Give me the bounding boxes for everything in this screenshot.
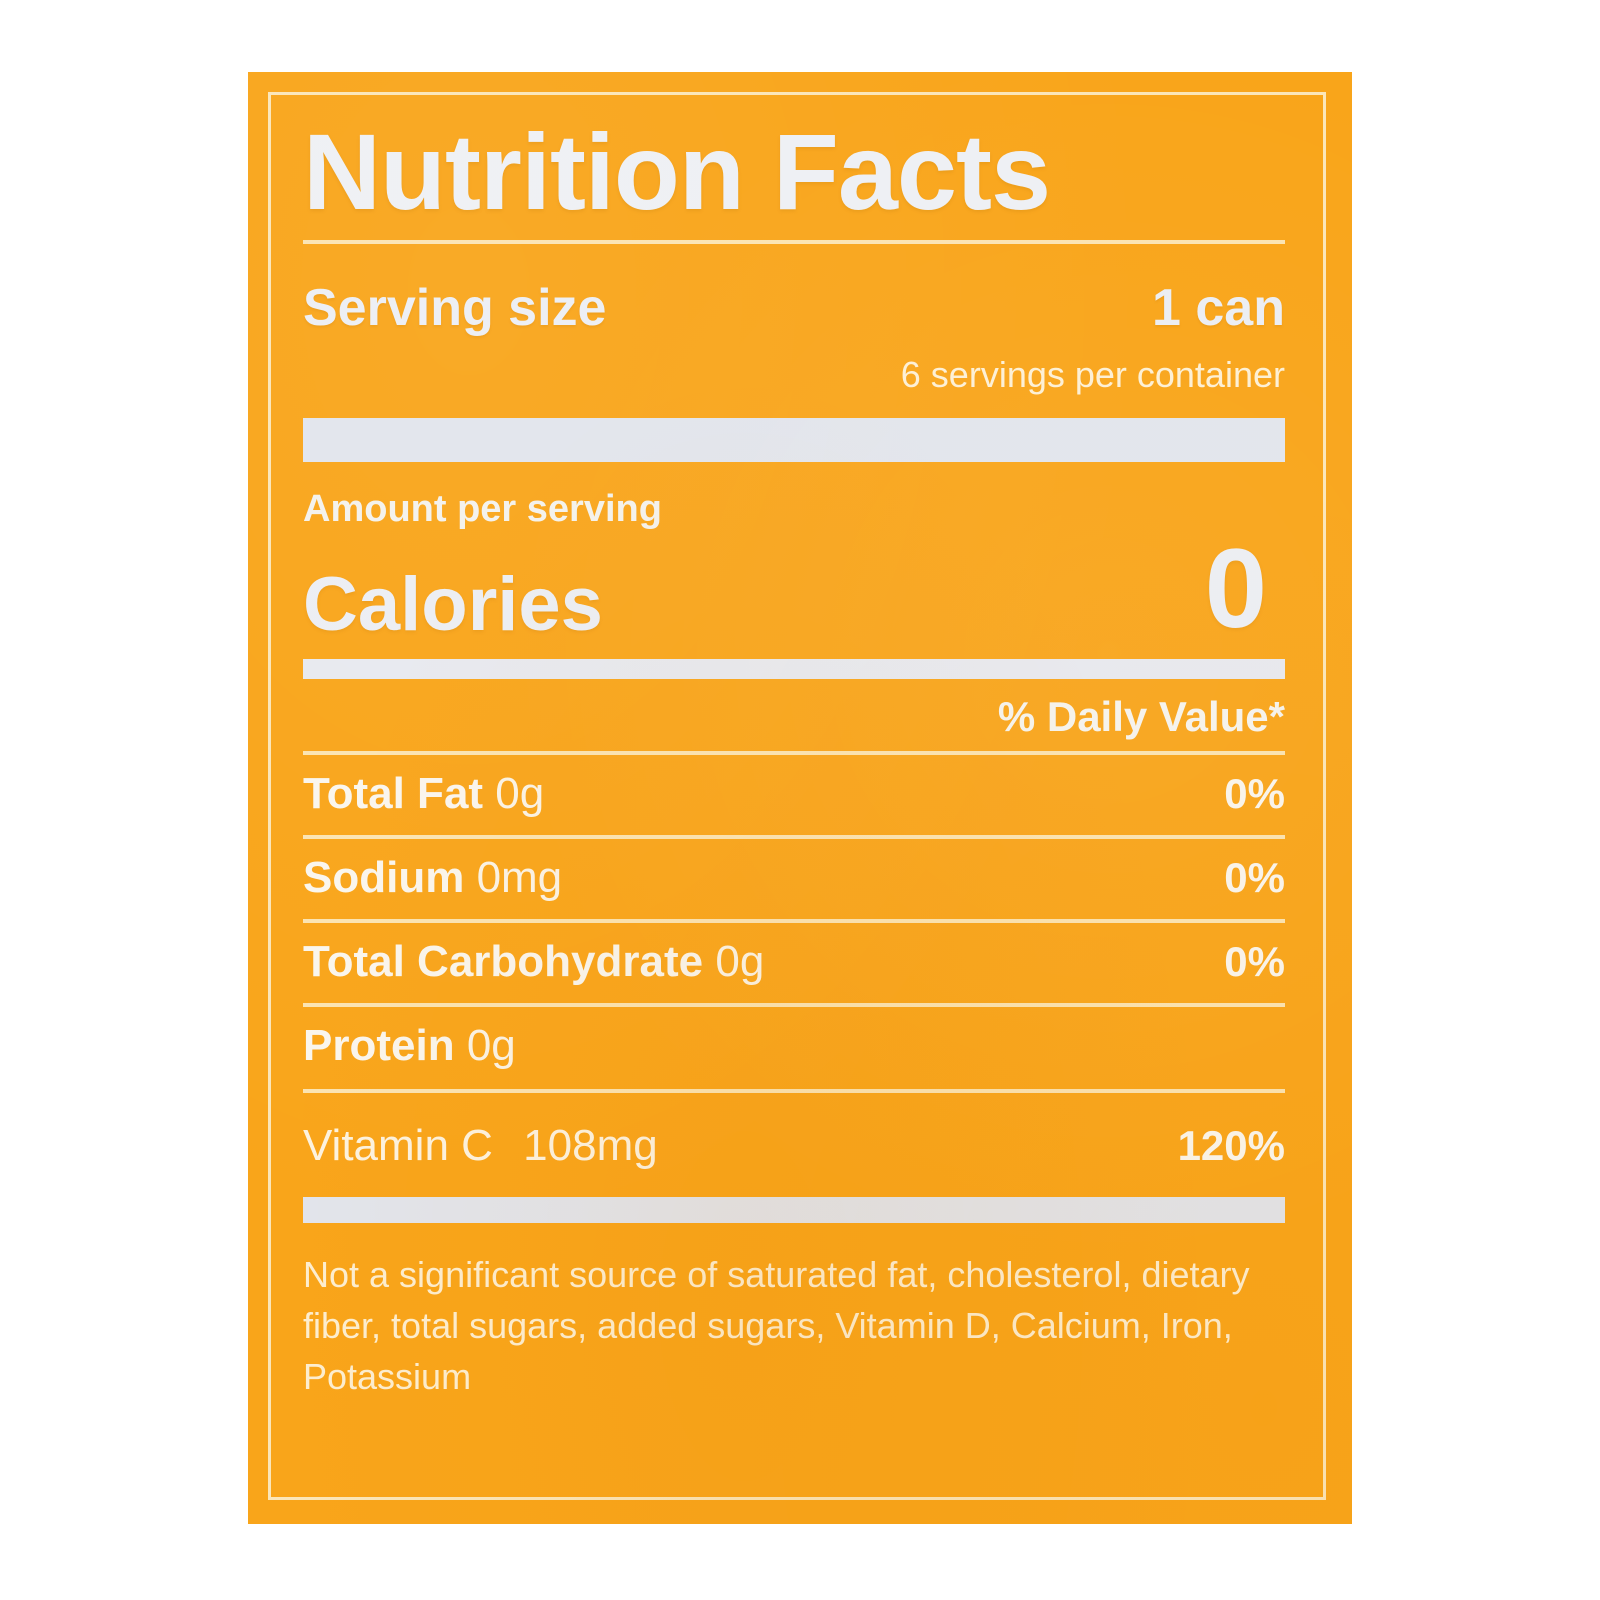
divider-under-calories [303,659,1285,679]
footnote-text: Not a significant source of saturated fa… [303,1254,1250,1398]
divider-above-total-fat [303,751,1285,755]
bottom-spacer [303,1402,1285,1414]
divider-under-title [303,240,1285,244]
nutrition-facts-panel: Nutrition Facts Serving size 1 can 6 ser… [248,72,1352,1524]
calories-row: Calories 0 [303,533,1285,645]
calories-label: Calories [303,562,603,648]
nutrient-name-total-carbohydrate: Total Carbohydrate 0g [303,937,764,987]
nutrient-row-protein: Protein 0g [303,1007,1285,1089]
serving-size-row: Serving size 1 can [303,278,1285,338]
nutrient-label-protein: Protein [303,1021,455,1070]
nutrient-label-sodium: Sodium [303,853,465,902]
nutrient-dv-sodium: 0% [1224,854,1285,901]
divider-above-total-carbohydrate [303,919,1285,923]
nutrient-dv-total-carbohydrate: 0% [1224,938,1285,985]
nutrient-row-sodium: Sodium 0mg 0% [303,839,1285,919]
calories-value: 0 [1204,526,1267,651]
nutrient-name-protein: Protein 0g [303,1021,516,1071]
amount-per-serving-label: Amount per serving [303,488,662,530]
nutrient-name-sodium: Sodium 0mg [303,853,562,903]
serving-size-value: 1 can [1152,279,1285,337]
vitamin-amount-vitamin-c: 108mg [523,1121,658,1170]
vitamin-dv-vitamin-c: 120% [1177,1122,1285,1169]
serving-size-label: Serving size [303,279,607,337]
nutrient-row-total-fat: Total Fat 0g 0% [303,755,1285,835]
vitamin-row-vitamin-c: Vitamin C 108mg 120% [303,1093,1285,1197]
divider-thick-above-calories [303,418,1285,462]
vitamin-label-vitamin-c: Vitamin C [303,1121,493,1170]
vitamin-name-vitamin-c: Vitamin C 108mg [303,1121,658,1171]
page-title: Nutrition Facts [303,111,1051,232]
nutrient-amount-total-carbohydrate: 0g [715,937,765,986]
divider-thick-above-footnote [303,1197,1285,1223]
divider-above-protein [303,1003,1285,1007]
nutrition-facts-content: Nutrition Facts Serving size 1 can 6 ser… [303,114,1285,1414]
nutrient-label-total-fat: Total Fat [303,769,484,818]
servings-per-container: 6 servings per container [900,354,1285,395]
nutrient-amount-total-fat: 0g [495,769,545,818]
nutrient-amount-protein: 0g [466,1021,516,1070]
nutrient-name-total-fat: Total Fat 0g [303,769,544,819]
divider-above-vitamin-c [303,1089,1285,1093]
nutrient-dv-total-fat: 0% [1224,770,1285,817]
divider-above-sodium [303,835,1285,839]
nutrient-row-total-carbohydrate: Total Carbohydrate 0g 0% [303,923,1285,1003]
nutrient-label-total-carbohydrate: Total Carbohydrate [303,937,704,986]
daily-value-header: % Daily Value* [997,693,1285,740]
nutrient-amount-sodium: 0mg [476,853,563,902]
